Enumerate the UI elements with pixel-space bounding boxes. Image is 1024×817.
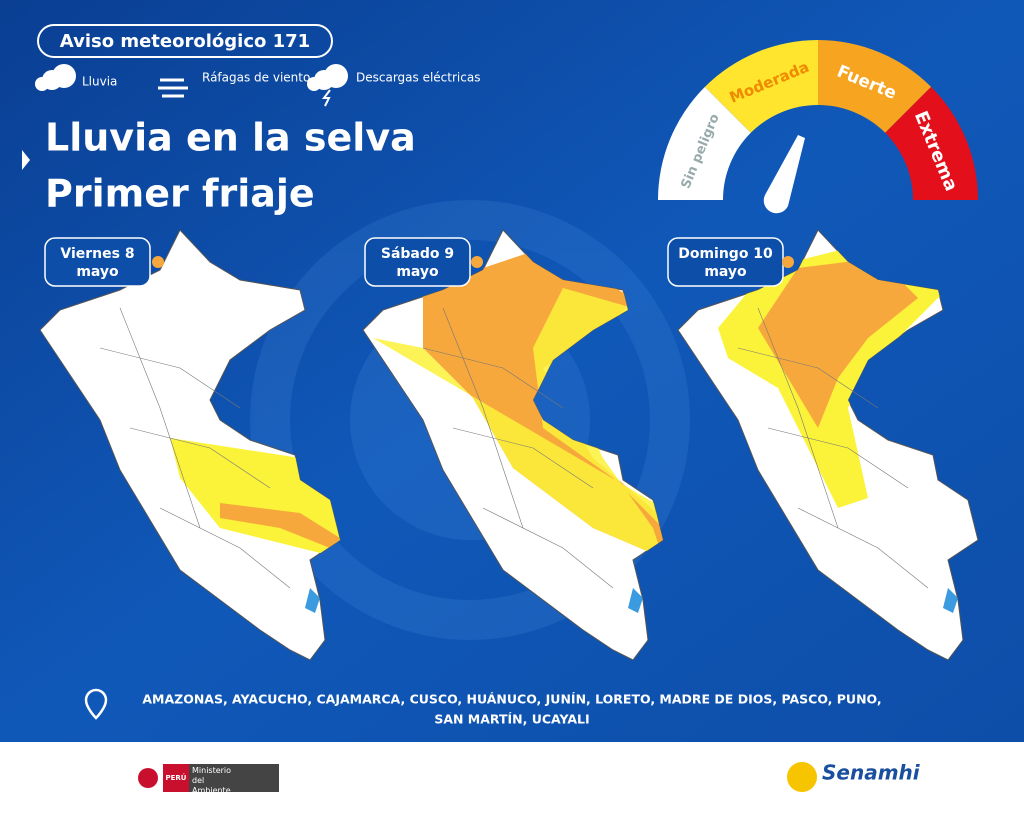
country: PERÚ [166, 773, 187, 782]
legend: Lluvia Ráfagas de viento Descargas eléct… [35, 64, 480, 107]
legend-label: Descargas eléctricas [356, 71, 480, 85]
day-tag: Domingo 10 mayo [667, 237, 794, 287]
day-label: Domingo 10 mayo [678, 246, 773, 280]
title-line1: Lluvia en la selva [45, 116, 416, 160]
regions-line1: AMAZONAS, AYACUCHO, CAJAMARCA, CUSCO, HU… [142, 692, 881, 707]
badge-text: Aviso meteorológico 171 [60, 31, 310, 52]
regions-line2: SAN MARTÍN, UCAYALI [434, 712, 589, 727]
day-label: Viernes 8 mayo [60, 246, 135, 280]
badge [37, 24, 333, 58]
legend-label: Lluvia [82, 75, 117, 89]
map [39, 229, 341, 661]
gauge-needle [763, 135, 805, 214]
map [677, 229, 979, 661]
gauge: Sin peligro Moderada Fuerte Extrema [658, 40, 978, 214]
agency: Senamhi [822, 761, 921, 785]
title-arrow [22, 150, 30, 170]
coat-of-arms [138, 768, 158, 788]
gauge-segment [658, 86, 751, 200]
gauge-segment [704, 40, 818, 133]
title-line2: Primer friaje [45, 172, 315, 216]
day-tag: Sábado 9 mayo [364, 237, 483, 287]
logo-block [189, 764, 279, 792]
sun-logo [787, 762, 817, 792]
legend-label: Ráfagas de viento [202, 71, 310, 85]
location-icon [84, 688, 108, 720]
ministry: Ministerio del Ambiente [192, 766, 232, 792]
gauge-segment [818, 40, 932, 133]
day-label: Sábado 9 mayo [380, 246, 455, 280]
gauge-segment [885, 86, 978, 200]
logo-block [163, 764, 189, 792]
day-tag: Viernes 8 mayo [44, 237, 164, 287]
